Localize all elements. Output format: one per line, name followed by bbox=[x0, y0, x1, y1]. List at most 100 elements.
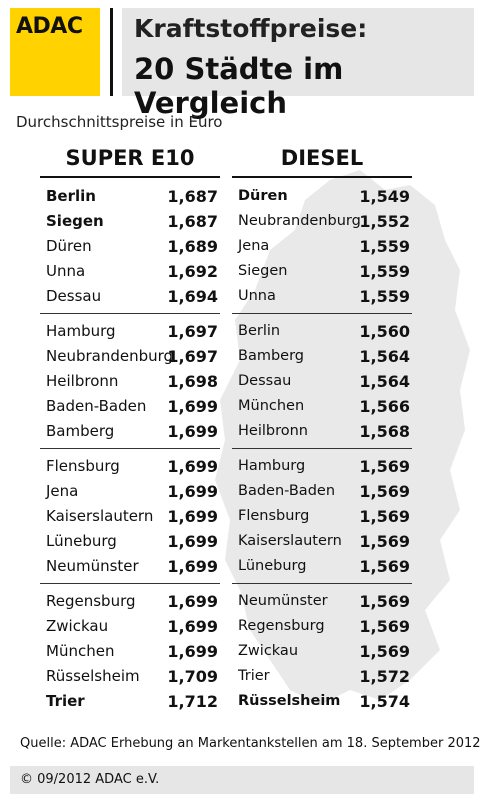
price-value: 1,559 bbox=[359, 262, 410, 281]
table-row: Jena 1,699 bbox=[40, 479, 220, 504]
price-value: 1,687 bbox=[167, 187, 218, 206]
diesel-heading: DIESEL bbox=[280, 146, 364, 170]
germany-map-background bbox=[215, 170, 470, 705]
heading-rule bbox=[232, 176, 412, 178]
city-name: Hamburg bbox=[238, 458, 306, 474]
header: ADAC Kraftstoffpreise: 20 Städte im Verg… bbox=[10, 8, 474, 120]
price-value: 1,699 bbox=[167, 507, 218, 526]
city-name: Siegen bbox=[238, 263, 288, 279]
table-row: Regensburg 1,699 bbox=[40, 589, 220, 614]
city-name: Regensburg bbox=[238, 618, 325, 634]
city-name: Lüneburg bbox=[46, 532, 117, 550]
price-value: 1,572 bbox=[359, 667, 410, 686]
price-value: 1,574 bbox=[359, 692, 410, 711]
price-value: 1,559 bbox=[359, 287, 410, 306]
group-divider bbox=[232, 448, 412, 449]
table-row: Neubrandenburg 1,697 bbox=[40, 344, 220, 369]
city-name: Trier bbox=[46, 692, 85, 710]
price-value: 1,569 bbox=[359, 642, 410, 661]
diesel-table: DIESEL Düren 1,549 Neubrandenburg 1,552 Jena… bbox=[232, 145, 412, 714]
table-row: Heilbronn 1,568 bbox=[232, 419, 412, 444]
city-name: Heilbronn bbox=[238, 423, 308, 439]
price-value: 1,697 bbox=[167, 347, 218, 366]
table-row: Siegen 1,687 bbox=[40, 209, 220, 234]
subtitle: Durchschnittspreise in Euro bbox=[16, 113, 223, 131]
city-name: Zwickau bbox=[238, 643, 299, 659]
table-row: Neumünster 1,699 bbox=[40, 554, 220, 579]
city-name: Flensburg bbox=[46, 457, 120, 475]
table-row: Regensburg 1,569 bbox=[232, 614, 412, 639]
city-name: Neumünster bbox=[46, 557, 139, 575]
table-row: Zwickau 1,569 bbox=[232, 639, 412, 664]
table-row: München 1,566 bbox=[232, 394, 412, 419]
price-value: 1,699 bbox=[167, 557, 218, 576]
table-row: Dessau 1,564 bbox=[232, 369, 412, 394]
table-row: Rüsselsheim 1,709 bbox=[40, 664, 220, 689]
group-divider bbox=[40, 448, 220, 449]
copyright: © 09/2012 ADAC e.V. bbox=[20, 772, 160, 787]
table-row: Kaiserslautern 1,569 bbox=[232, 529, 412, 554]
city-name: München bbox=[46, 642, 115, 660]
city-name: Berlin bbox=[238, 323, 281, 339]
city-name: Dessau bbox=[238, 373, 292, 389]
price-value: 1,699 bbox=[167, 457, 218, 476]
price-value: 1,694 bbox=[167, 287, 218, 306]
price-value: 1,699 bbox=[167, 397, 218, 416]
table-row: Berlin 1,560 bbox=[232, 319, 412, 344]
city-name: Bamberg bbox=[46, 422, 115, 440]
city-name: Siegen bbox=[46, 212, 104, 230]
table-row: Hamburg 1,697 bbox=[40, 319, 220, 344]
table-row: Flensburg 1,569 bbox=[232, 504, 412, 529]
price-value: 1,699 bbox=[167, 422, 218, 441]
city-name: Zwickau bbox=[46, 617, 109, 635]
header-divider bbox=[110, 8, 113, 96]
city-name: Hamburg bbox=[46, 322, 116, 340]
table-row: Berlin 1,687 bbox=[40, 184, 220, 209]
city-name: München bbox=[238, 398, 305, 414]
city-name: Kaiserslautern bbox=[238, 533, 342, 549]
city-name: Rüsselsheim bbox=[46, 667, 140, 685]
heading-rule bbox=[40, 176, 220, 178]
city-name: Kaiserslautern bbox=[46, 507, 154, 525]
table-row: Dessau 1,694 bbox=[40, 284, 220, 309]
price-value: 1,697 bbox=[167, 322, 218, 341]
city-name: Düren bbox=[238, 188, 288, 204]
table-row: Jena 1,559 bbox=[232, 234, 412, 259]
city-name: Lüneburg bbox=[238, 558, 307, 574]
price-value: 1,560 bbox=[359, 322, 410, 341]
table-row: München 1,699 bbox=[40, 639, 220, 664]
city-name: Düren bbox=[46, 237, 92, 255]
price-value: 1,712 bbox=[167, 692, 218, 711]
price-value: 1,552 bbox=[359, 212, 410, 231]
table-row: Unna 1,559 bbox=[232, 284, 412, 309]
price-value: 1,699 bbox=[167, 592, 218, 611]
table-row: Baden-Baden 1,699 bbox=[40, 394, 220, 419]
title-line-2: 20 Städte im Vergleich bbox=[134, 52, 344, 120]
price-value: 1,699 bbox=[167, 532, 218, 551]
price-value: 1,564 bbox=[359, 372, 410, 391]
price-value: 1,699 bbox=[167, 617, 218, 636]
price-value: 1,699 bbox=[167, 642, 218, 661]
price-value: 1,569 bbox=[359, 592, 410, 611]
table-row: Hamburg 1,569 bbox=[232, 454, 412, 479]
group-divider bbox=[40, 313, 220, 314]
price-value: 1,692 bbox=[167, 262, 218, 281]
source-note: Quelle: ADAC Erhebung an Markentankstell… bbox=[20, 736, 481, 751]
table-row: Lüneburg 1,569 bbox=[232, 554, 412, 579]
title-line-1: Kraftstoffpreise: bbox=[134, 14, 368, 43]
table-row: Düren 1,689 bbox=[40, 234, 220, 259]
city-name: Unna bbox=[238, 288, 276, 304]
city-name: Bamberg bbox=[238, 348, 304, 364]
table-row: Siegen 1,559 bbox=[232, 259, 412, 284]
super-e10-rows: Berlin 1,687 Siegen 1,687 Düren 1,689 Unna 1,69… bbox=[40, 184, 220, 714]
price-value: 1,549 bbox=[359, 187, 410, 206]
price-value: 1,709 bbox=[167, 667, 218, 686]
city-name: Heilbronn bbox=[46, 372, 119, 390]
table-row: Heilbronn 1,698 bbox=[40, 369, 220, 394]
table-row: Bamberg 1,564 bbox=[232, 344, 412, 369]
price-value: 1,698 bbox=[167, 372, 218, 391]
price-value: 1,564 bbox=[359, 347, 410, 366]
price-value: 1,566 bbox=[359, 397, 410, 416]
price-value: 1,699 bbox=[167, 482, 218, 501]
city-name: Berlin bbox=[46, 187, 96, 205]
